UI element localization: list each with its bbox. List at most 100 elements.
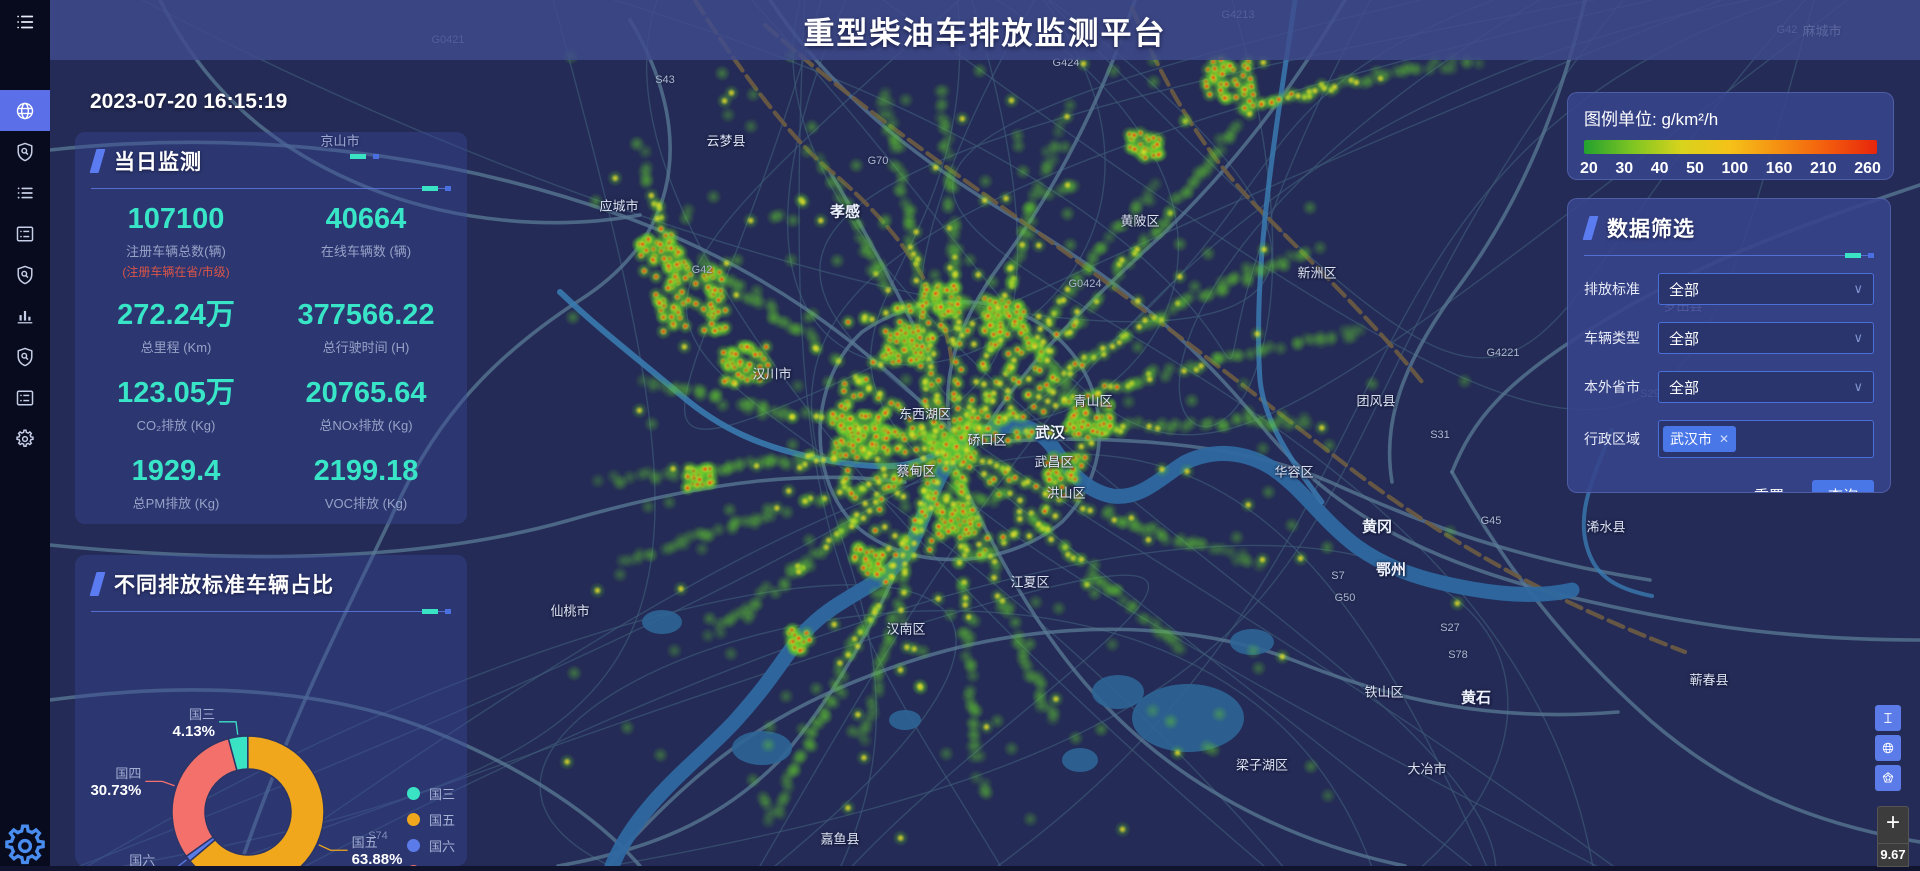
title-slash-icon bbox=[1582, 216, 1599, 240]
map-city-label: 嘉鱼县 bbox=[820, 831, 860, 847]
donut-label-国三: 国三 4.13% bbox=[172, 706, 216, 740]
chevron-down-icon: ∨ bbox=[1853, 330, 1863, 345]
donut-slice-国四[interactable] bbox=[171, 737, 238, 858]
query-button[interactable]: 查询 bbox=[1812, 480, 1874, 492]
donut-leader-line bbox=[177, 859, 187, 866]
filter-select-0[interactable]: 全部 ∨ bbox=[1658, 273, 1874, 305]
map-city-label: 黄石 bbox=[1460, 689, 1492, 707]
region-tag[interactable]: 武汉市 ✕ bbox=[1663, 426, 1737, 452]
map-city-label: 浠水县 bbox=[1586, 519, 1626, 535]
filter-field-label: 排放标准 bbox=[1584, 281, 1640, 297]
shield-search-icon bbox=[14, 141, 36, 163]
map-city-label: 梁子湖区 bbox=[1235, 757, 1289, 773]
legend-tick: 160 bbox=[1765, 160, 1793, 177]
sidebar-item-7-doc-list-icon[interactable] bbox=[0, 377, 50, 418]
stat-label: CO₂排放 (Kg) bbox=[136, 418, 216, 433]
settings-gear-icon[interactable] bbox=[0, 824, 50, 865]
stat-label: 总PM排放 (Kg) bbox=[132, 496, 220, 511]
title-slash-icon bbox=[89, 572, 106, 596]
globe-icon bbox=[14, 100, 36, 122]
sidebar-item-5-bar-chart-icon[interactable] bbox=[0, 295, 50, 336]
panel-underline bbox=[1584, 253, 1874, 258]
menu-icon[interactable] bbox=[0, 0, 50, 44]
chevron-down-icon: ∨ bbox=[1853, 281, 1863, 296]
reset-button[interactable]: 重置 bbox=[1748, 484, 1790, 493]
sidebar-item-6-shield-search-icon[interactable] bbox=[0, 336, 50, 377]
map-road-label: G70 bbox=[867, 155, 889, 167]
donut-legend-item-国四[interactable]: 国四 bbox=[407, 862, 455, 866]
zoom-in-button[interactable]: + bbox=[1877, 806, 1909, 844]
sidebar-item-4-shield-search-icon[interactable] bbox=[0, 254, 50, 295]
chevron-down-icon: ∨ bbox=[1853, 379, 1863, 394]
legend-tick: 260 bbox=[1854, 160, 1881, 177]
map-road-label: G0424 bbox=[1068, 278, 1102, 290]
donut-legend-item-国六[interactable]: 国六 bbox=[407, 836, 455, 855]
map-city-label: 应城市 bbox=[599, 198, 639, 214]
stat-value: 40664 bbox=[325, 203, 407, 235]
map-city-label: 蔡甸区 bbox=[896, 463, 936, 479]
stat-label: 注册车辆总数(辆) bbox=[126, 244, 226, 259]
sidebar-item-0-globe-icon[interactable] bbox=[0, 90, 50, 131]
today-stats-grid: 107100 注册车辆总数(辆) (注册车辆在省/市级) 40664 在线车辆数 (辆)… bbox=[75, 189, 467, 524]
legend-label: 国三 bbox=[429, 787, 456, 802]
stat-value: 2199.18 bbox=[313, 455, 419, 487]
donut-leader-line bbox=[145, 780, 175, 787]
filter-row-1: 车辆类型 全部 ∨ bbox=[1584, 322, 1874, 354]
emission-share-title: 不同排放标准车辆占比 bbox=[114, 574, 334, 597]
map-city-label: 汉川市 bbox=[752, 366, 792, 382]
map-road-label: S27 bbox=[1440, 622, 1460, 634]
stat-value: 1929.4 bbox=[131, 455, 221, 487]
donut-legend-item-国三[interactable]: 国三 bbox=[407, 784, 455, 803]
map-road-label: G50 bbox=[1334, 592, 1356, 604]
stat-value: 123.05万 bbox=[117, 377, 235, 409]
legend-dot bbox=[407, 787, 420, 800]
donut-leader-line bbox=[219, 721, 239, 735]
map-tool-globe-icon[interactable] bbox=[1875, 735, 1901, 761]
stat-label: VOC排放 (Kg) bbox=[324, 496, 408, 511]
map-road-label: G42 bbox=[691, 264, 713, 276]
close-icon[interactable]: ✕ bbox=[1719, 432, 1730, 446]
region-tag-input[interactable]: 武汉市 ✕ bbox=[1658, 420, 1874, 458]
stat-note bbox=[271, 263, 461, 278]
sidebar-item-2-list-icon[interactable] bbox=[0, 172, 50, 213]
title-slash-icon bbox=[89, 149, 106, 173]
map-road-label: G4221 bbox=[1486, 347, 1520, 359]
stat-value: 377566.22 bbox=[297, 299, 435, 331]
map-city-label: 汉南区 bbox=[886, 621, 926, 637]
map-road-label: S7 bbox=[1331, 570, 1345, 582]
today-monitor-title: 当日监测 bbox=[114, 151, 202, 174]
sidebar-item-3-doc-list-icon[interactable] bbox=[0, 213, 50, 254]
stat-value: 272.24万 bbox=[117, 299, 235, 331]
filter-select-1[interactable]: 全部 ∨ bbox=[1658, 322, 1874, 354]
filter-field-label: 本外省市 bbox=[1584, 379, 1640, 395]
sidebar bbox=[0, 0, 50, 866]
zoom-level-value: 9.67 bbox=[1877, 844, 1909, 867]
legend-label: 国四 bbox=[429, 862, 455, 866]
filter-select-2[interactable]: 全部 ∨ bbox=[1658, 371, 1874, 403]
heat-legend-panel: 图例单位: g/km²/h 20 30 40 50 100 160 210 260 bbox=[1567, 92, 1894, 180]
sidebar-item-1-shield-search-icon[interactable] bbox=[0, 131, 50, 172]
legend-unit-value: g/km²/h bbox=[1661, 110, 1719, 129]
map-city-label: 江夏区 bbox=[1010, 574, 1050, 590]
map-tool-fit-height-icon[interactable] bbox=[1875, 705, 1901, 731]
stat-2: 272.24万 总里程 (Km) bbox=[81, 299, 271, 356]
donut-label-国四: 国四 30.73% bbox=[90, 766, 142, 800]
map-road-label: S31 bbox=[1430, 429, 1450, 441]
filter-fields: 排放标准 全部 ∨ 车辆类型 全部 ∨ 本外省市 全部 ∨ 行政区域 武汉市 ✕ bbox=[1568, 273, 1890, 458]
map-city-label: 黄冈 bbox=[1361, 518, 1393, 536]
header: 重型柴油车排放监测平台 bbox=[50, 0, 1920, 60]
map-tool-tiles-3d-icon[interactable] bbox=[1875, 765, 1901, 791]
sidebar-item-8-gear-icon[interactable] bbox=[0, 418, 50, 459]
legend-dot bbox=[407, 839, 420, 852]
map-city-label: 武汉 bbox=[1034, 424, 1066, 442]
legend-tick: 50 bbox=[1686, 160, 1704, 177]
stat-0: 107100 注册车辆总数(辆) (注册车辆在省/市级) bbox=[81, 203, 271, 279]
donut-legend-item-国五[interactable]: 国五 bbox=[407, 810, 455, 829]
filter-field-label: 车辆类型 bbox=[1584, 330, 1640, 346]
doc-list-icon bbox=[14, 223, 36, 245]
legend-tick: 100 bbox=[1721, 160, 1749, 177]
data-filter-title: 数据筛选 bbox=[1607, 218, 1695, 241]
